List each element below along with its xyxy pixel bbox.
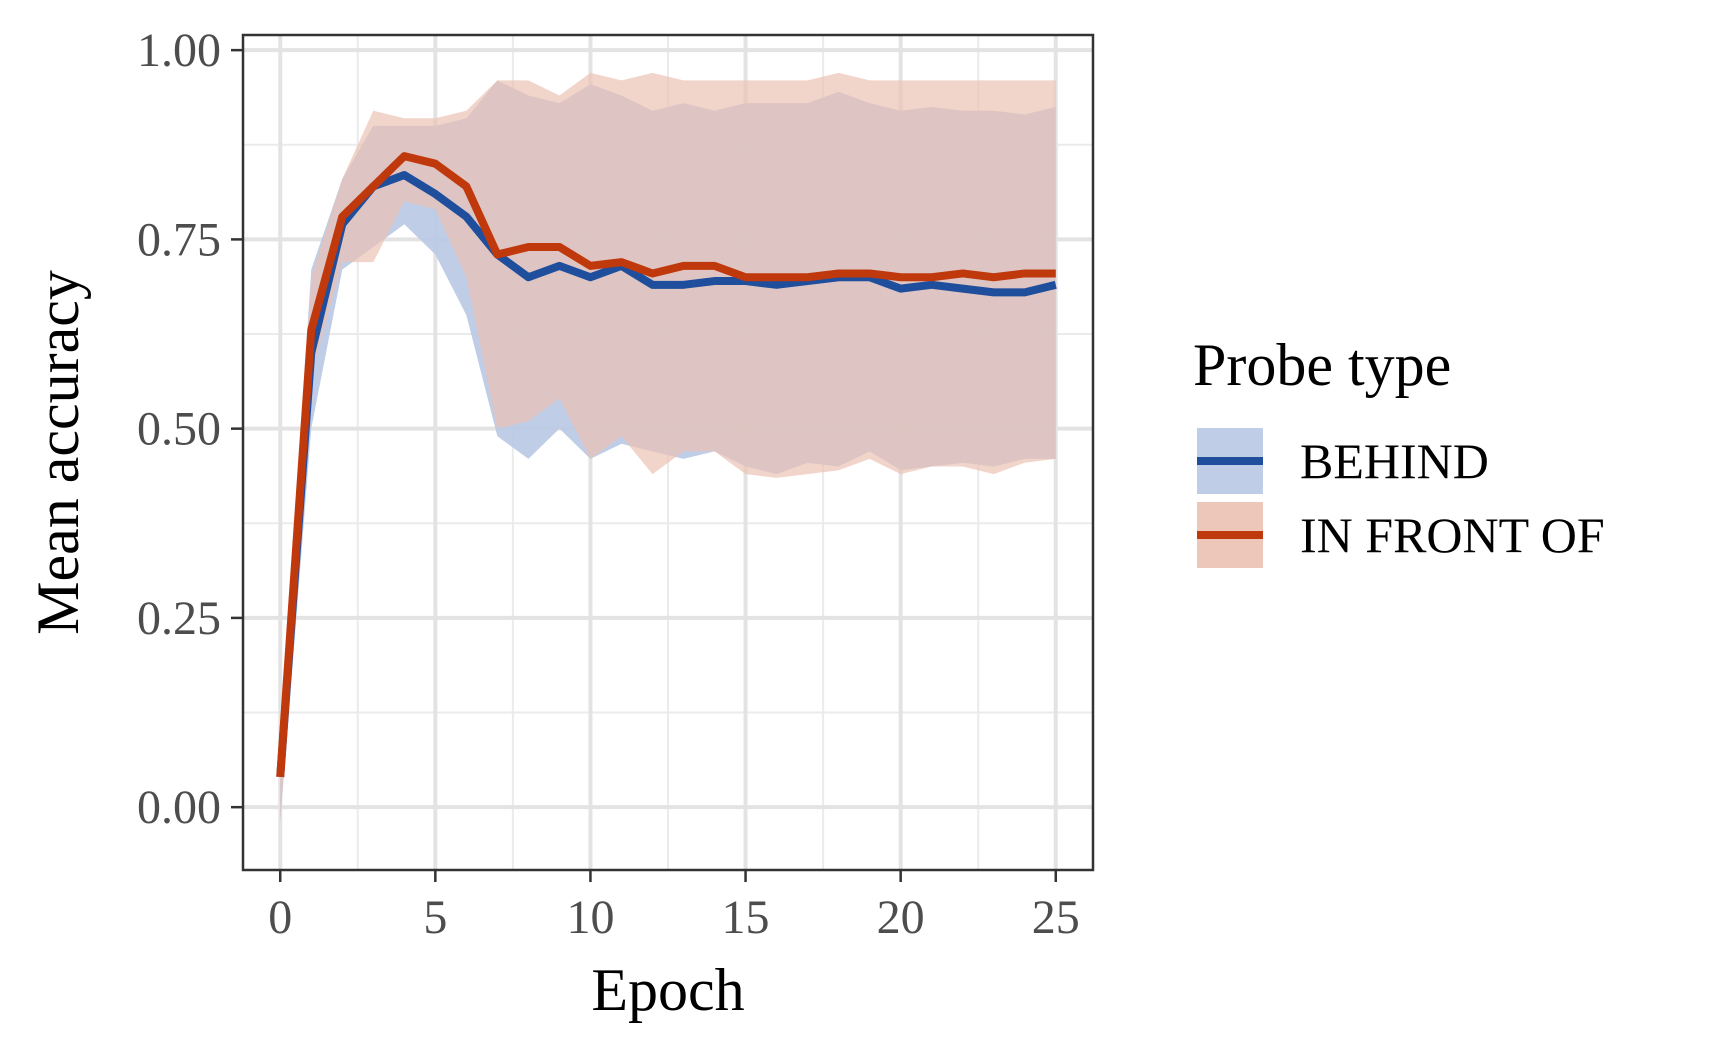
x-tick-label: 0: [268, 891, 292, 944]
plot-panel-border: [241, 33, 1095, 872]
axis-tick-labels: 0 5 10 15 20 25 0.00 0.25 0.50 0.75 1.00: [137, 24, 1080, 944]
y-tick-label: 0.25: [137, 592, 221, 645]
line-in-front-of: [276, 152, 1056, 778]
ribbon-in-front-of: [280, 72, 1056, 823]
confidence-ribbons: [280, 72, 1056, 823]
line-behind: [276, 171, 1057, 778]
series-lines: [276, 152, 1057, 778]
y-tick-label: 0.00: [137, 781, 221, 834]
y-axis-title: Mean accuracy: [25, 270, 91, 635]
legend: Probe type BEHIND IN FRONT OF: [1193, 332, 1605, 568]
x-axis-title: Epoch: [591, 957, 744, 1023]
y-tick-label: 0.75: [137, 213, 221, 266]
x-tick-label: 10: [566, 891, 614, 944]
axis-ticks: [231, 48, 1058, 882]
x-tick-label: 20: [877, 891, 925, 944]
legend-label-behind: BEHIND: [1300, 433, 1489, 489]
legend-label-in-front-of: IN FRONT OF: [1300, 507, 1605, 563]
y-tick-label: 0.50: [137, 403, 221, 456]
x-tick-label: 25: [1032, 891, 1080, 944]
x-tick-label: 15: [722, 891, 770, 944]
legend-title: Probe type: [1193, 332, 1451, 398]
x-tick-label: 5: [423, 891, 447, 944]
y-tick-label: 1.00: [137, 24, 221, 77]
